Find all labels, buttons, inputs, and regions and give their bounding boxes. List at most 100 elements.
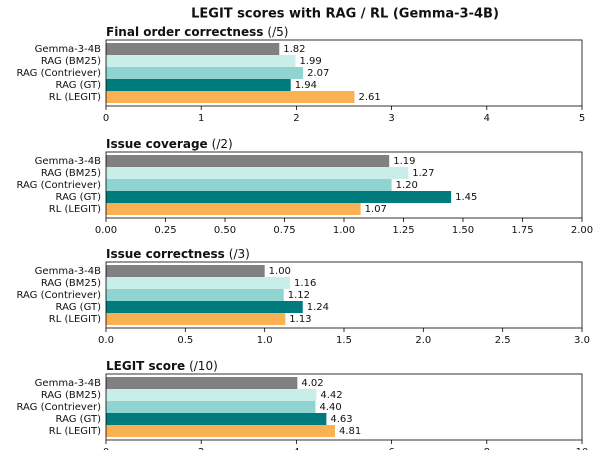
x-tick-label: 0.75 (273, 225, 295, 236)
subplot-title-main: LEGIT score (106, 359, 185, 373)
bar (106, 55, 296, 67)
value-label: 1.20 (396, 180, 418, 191)
bar (106, 425, 335, 437)
subplot-title: Issue coverage (/2) (106, 137, 233, 151)
x-tick-label: 4 (484, 113, 490, 124)
x-tick-label: 2.0 (415, 335, 431, 346)
value-label: 4.81 (339, 426, 361, 437)
category-label: RAG (Contriever) (16, 290, 101, 301)
value-label: 4.02 (301, 378, 323, 389)
subplot-title-note: (/5) (267, 25, 288, 39)
figure-title: LEGIT scores with RAG / RL (Gemma-3-4B) (191, 7, 499, 22)
x-tick-label: 2 (293, 113, 299, 124)
bar (106, 313, 286, 325)
x-tick-label: 0.00 (95, 225, 117, 236)
bar (106, 179, 392, 191)
x-tick-label: 0 (103, 113, 109, 124)
category-label: RAG (BM25) (41, 390, 101, 401)
x-tick-label: 0.25 (154, 225, 176, 236)
category-label: Gemma-3-4B (35, 266, 101, 277)
value-label: 4.42 (320, 390, 342, 401)
x-tick-label: 2 (198, 447, 204, 450)
category-label: RAG (GT) (56, 192, 102, 203)
category-label: RAG (Contriever) (16, 402, 101, 413)
subplot-title-main: Issue correctness (106, 247, 225, 261)
plot-frame (105, 39, 583, 107)
bar (106, 301, 303, 313)
category-label: RL (LEGIT) (49, 204, 101, 215)
subplot-title-main: Final order correctness (106, 25, 263, 39)
x-tick-label: 3 (388, 113, 394, 124)
bar (106, 377, 298, 389)
value-label: 1.07 (365, 204, 387, 215)
bar (106, 155, 390, 167)
x-tick-label: 3.0 (574, 335, 590, 346)
value-label: 1.00 (269, 266, 291, 277)
value-label: 1.19 (393, 156, 415, 167)
value-label: 4.63 (330, 414, 352, 425)
bar (106, 43, 280, 55)
x-tick-label: 0.50 (214, 225, 236, 236)
bar (106, 413, 327, 425)
bar (106, 79, 291, 91)
category-label: RAG (Contriever) (16, 68, 101, 79)
category-label: Gemma-3-4B (35, 156, 101, 167)
subplot-title-note: (/10) (189, 359, 218, 373)
x-tick-label: 10 (576, 447, 589, 450)
category-label: RAG (BM25) (41, 168, 101, 179)
value-label: 4.40 (319, 402, 341, 413)
plot-frame (105, 373, 583, 441)
subplot-title: Issue correctness (/3) (106, 247, 250, 261)
x-tick-label: 0.5 (177, 335, 193, 346)
bar (106, 289, 284, 301)
category-label: RL (LEGIT) (49, 314, 101, 325)
x-tick-label: 1.75 (511, 225, 533, 236)
category-label: RAG (GT) (56, 302, 102, 313)
value-label: 2.07 (307, 68, 329, 79)
x-tick-label: 6 (388, 447, 394, 450)
x-tick-label: 2.5 (495, 335, 511, 346)
category-label: RAG (BM25) (41, 56, 101, 67)
subplot-title: Final order correctness (/5) (106, 25, 288, 39)
category-label: RL (LEGIT) (49, 92, 101, 103)
x-tick-label: 1 (198, 113, 204, 124)
x-tick-label: 4 (293, 447, 299, 450)
category-label: RAG (BM25) (41, 278, 101, 289)
category-label: RAG (GT) (56, 414, 102, 425)
value-label: 1.24 (307, 302, 329, 313)
x-tick-label: 0 (103, 447, 109, 450)
subplot-title-note: (/3) (229, 247, 250, 261)
value-label: 2.61 (358, 92, 380, 103)
x-tick-label: 2.00 (571, 225, 593, 236)
value-label: 1.16 (294, 278, 316, 289)
value-label: 1.27 (412, 168, 434, 179)
x-tick-label: 0.0 (98, 335, 114, 346)
category-label: RL (LEGIT) (49, 426, 101, 437)
subplot-title-note: (/2) (212, 137, 233, 151)
x-tick-label: 1.5 (336, 335, 352, 346)
x-tick-label: 1.25 (392, 225, 414, 236)
value-label: 1.99 (299, 56, 321, 67)
bar (106, 277, 291, 289)
category-label: RAG (GT) (56, 80, 102, 91)
value-label: 1.13 (289, 314, 311, 325)
value-label: 1.12 (288, 290, 310, 301)
x-tick-label: 5 (579, 113, 585, 124)
value-label: 1.45 (455, 192, 477, 203)
x-tick-label: 8 (484, 447, 490, 450)
x-tick-label: 1.50 (452, 225, 474, 236)
category-label: RAG (Contriever) (16, 180, 101, 191)
bar (106, 191, 452, 203)
subplot-title: LEGIT score (/10) (106, 359, 218, 373)
bar (106, 265, 265, 277)
bar (106, 167, 409, 179)
x-tick-label: 1.0 (257, 335, 273, 346)
bar (106, 67, 304, 79)
category-label: Gemma-3-4B (35, 44, 101, 55)
value-label: 1.82 (283, 44, 305, 55)
subplot-title-main: Issue coverage (106, 137, 208, 151)
value-label: 1.94 (295, 80, 317, 91)
bar (106, 389, 317, 401)
